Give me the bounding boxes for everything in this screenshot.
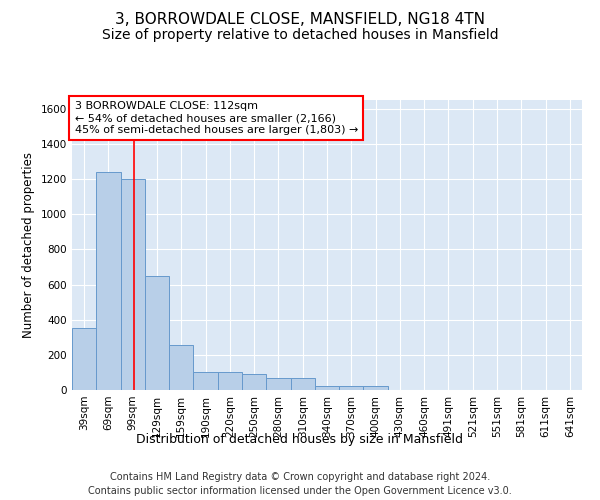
- Text: Size of property relative to detached houses in Mansfield: Size of property relative to detached ho…: [101, 28, 499, 42]
- Text: 3 BORROWDALE CLOSE: 112sqm
← 54% of detached houses are smaller (2,166)
45% of s: 3 BORROWDALE CLOSE: 112sqm ← 54% of deta…: [74, 102, 358, 134]
- Text: 3, BORROWDALE CLOSE, MANSFIELD, NG18 4TN: 3, BORROWDALE CLOSE, MANSFIELD, NG18 4TN: [115, 12, 485, 28]
- Bar: [72, 328, 96, 390]
- Bar: [96, 172, 121, 390]
- Bar: [218, 372, 242, 390]
- Text: Contains public sector information licensed under the Open Government Licence v3: Contains public sector information licen…: [88, 486, 512, 496]
- Bar: [169, 345, 193, 390]
- Y-axis label: Number of detached properties: Number of detached properties: [22, 152, 35, 338]
- Text: Contains HM Land Registry data © Crown copyright and database right 2024.: Contains HM Land Registry data © Crown c…: [110, 472, 490, 482]
- Bar: [193, 372, 218, 390]
- Bar: [242, 374, 266, 390]
- Bar: [121, 179, 145, 390]
- Bar: [339, 386, 364, 390]
- Bar: [145, 276, 169, 390]
- Bar: [290, 378, 315, 390]
- Text: Distribution of detached houses by size in Mansfield: Distribution of detached houses by size …: [137, 432, 464, 446]
- Bar: [266, 378, 290, 390]
- Bar: [315, 386, 339, 390]
- Bar: [364, 386, 388, 390]
